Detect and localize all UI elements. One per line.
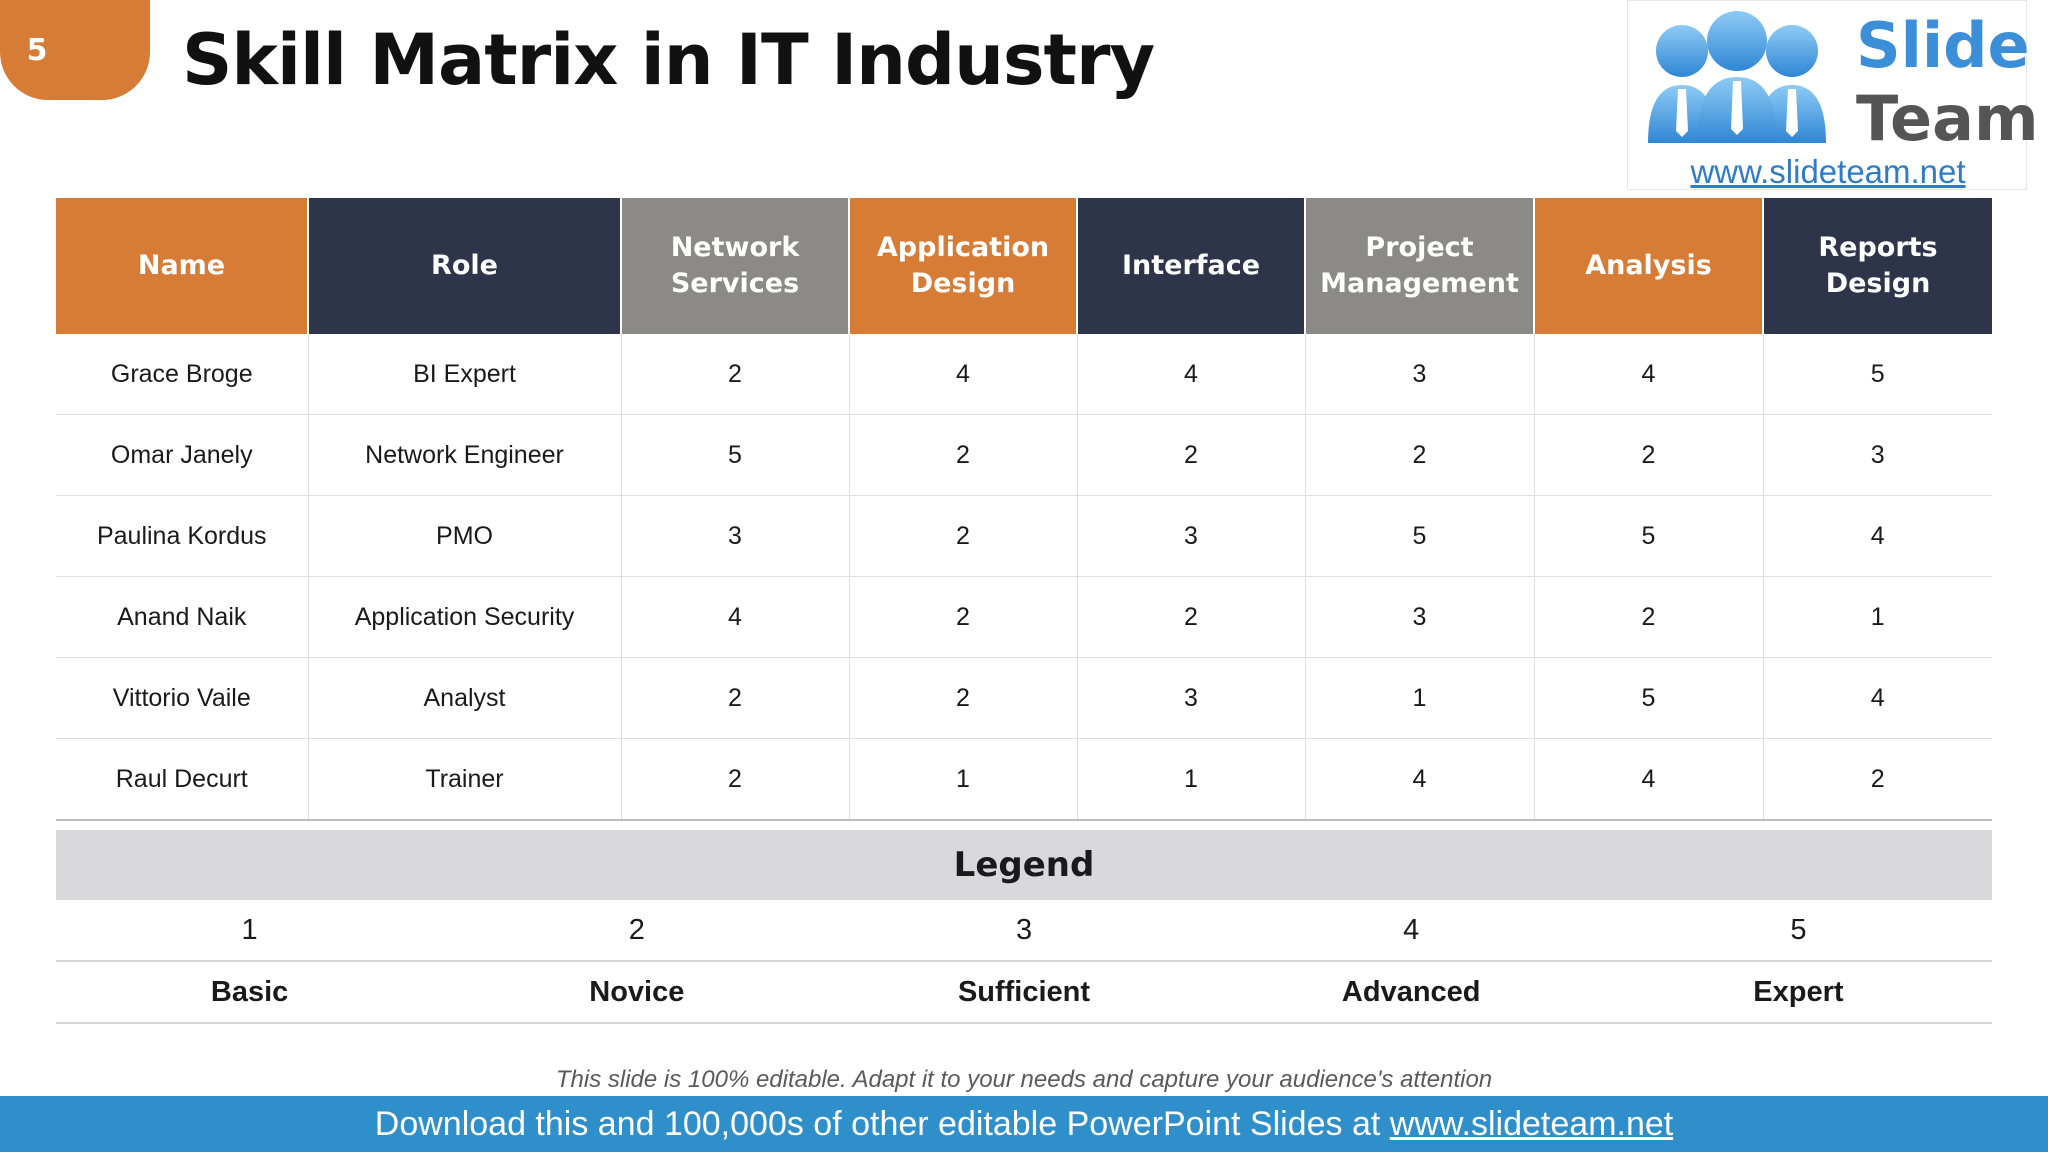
cell-network-services: 2: [621, 334, 850, 415]
legend-value: 4: [1403, 914, 1420, 946]
cell-name: Raul Decurt: [56, 738, 309, 821]
cell-application-design: 2: [849, 495, 1078, 577]
cell-name: Paulina Kordus: [56, 495, 309, 577]
logo-word-team: Team: [1856, 82, 2039, 155]
cell-application-design: 1: [849, 738, 1078, 821]
cell-role: Analyst: [308, 657, 622, 739]
table-row: Anand Naik Application Security 4 2 2 3 …: [56, 576, 1992, 658]
cell-interface: 1: [1077, 738, 1306, 821]
cell-application-design: 2: [849, 657, 1078, 739]
table-row: Omar Janely Network Engineer 5 2 2 2 2 3: [56, 414, 1992, 496]
table-row: Grace Broge BI Expert 2 4 4 3 4 5: [56, 334, 1992, 415]
cell-reports-design: 1: [1763, 576, 1992, 658]
cell-reports-design: 4: [1763, 495, 1992, 577]
slide-title: Skill Matrix in IT Industry: [182, 19, 1155, 101]
table-row: Raul Decurt Trainer 2 1 1 4 4 2: [56, 738, 1992, 821]
skill-matrix-table: Name Role Network Services Application D…: [56, 198, 1992, 821]
cell-reports-design: 4: [1763, 657, 1992, 739]
logo-url-link[interactable]: www.slideteam.net: [1690, 153, 1966, 190]
slideteam-logo[interactable]: Slide Team www.slideteam.net: [1627, 0, 2039, 190]
cell-network-services: 3: [621, 495, 850, 577]
header-project-management: Project Management: [1305, 198, 1535, 334]
cell-project-management: 4: [1305, 738, 1535, 821]
cell-analysis: 2: [1534, 414, 1764, 496]
slide-number-badge: 5: [0, 0, 150, 100]
header-reports-design: Reports Design: [1763, 198, 1992, 334]
legend-label: Advanced: [1341, 976, 1481, 1008]
header-name: Name: [56, 198, 309, 334]
cell-role: Application Security: [308, 576, 622, 658]
editable-footnote: This slide is 100% editable. Adapt it to…: [555, 1066, 1493, 1093]
cell-name: Omar Janely: [56, 414, 309, 496]
cell-analysis: 4: [1534, 334, 1764, 415]
logo-word-slide: Slide: [1856, 9, 2030, 82]
legend-labels-row: Basic Novice Sufficient Advanced Expert: [56, 962, 1992, 1024]
legend-value: 5: [1790, 914, 1807, 946]
cell-interface: 2: [1077, 576, 1306, 658]
legend-title: Legend: [56, 830, 1992, 900]
cell-role: Trainer: [308, 738, 622, 821]
cell-analysis: 2: [1534, 576, 1764, 658]
header-analysis: Analysis: [1534, 198, 1764, 334]
cell-project-management: 2: [1305, 414, 1535, 496]
cell-network-services: 2: [621, 738, 850, 821]
cell-network-services: 5: [621, 414, 850, 496]
slide-number: 5: [26, 32, 48, 68]
header-network-services: Network Services: [621, 198, 850, 334]
cell-project-management: 1: [1305, 657, 1535, 739]
table-header-row: Name Role Network Services Application D…: [56, 198, 1992, 334]
cell-network-services: 2: [621, 657, 850, 739]
cell-interface: 3: [1077, 657, 1306, 739]
cell-application-design: 2: [849, 576, 1078, 658]
cell-interface: 3: [1077, 495, 1306, 577]
cell-analysis: 4: [1534, 738, 1764, 821]
legend-value: 2: [628, 914, 645, 946]
cell-name: Grace Broge: [56, 334, 309, 415]
cell-network-services: 4: [621, 576, 850, 658]
legend-label: Sufficient: [957, 976, 1091, 1008]
cell-analysis: 5: [1534, 495, 1764, 577]
legend-values-row: 1 2 3 4 5: [56, 900, 1992, 962]
footer-link[interactable]: www.slideteam.net: [1389, 1105, 1674, 1143]
legend-label: Basic: [210, 976, 289, 1008]
cell-reports-design: 2: [1763, 738, 1992, 821]
cell-name: Anand Naik: [56, 576, 309, 658]
cell-role: Network Engineer: [308, 414, 622, 496]
download-footer-bar: Download this and 100,000s of other edit…: [0, 1096, 2048, 1152]
cell-interface: 4: [1077, 334, 1306, 415]
legend-value: 3: [1015, 914, 1033, 946]
cell-reports-design: 3: [1763, 414, 1992, 496]
cell-role: PMO: [308, 495, 622, 577]
legend-value: 1: [241, 914, 258, 946]
header-application-design: Application Design: [849, 198, 1078, 334]
cell-analysis: 5: [1534, 657, 1764, 739]
legend-label: Expert: [1753, 976, 1844, 1008]
cell-reports-design: 5: [1763, 334, 1992, 415]
cell-project-management: 5: [1305, 495, 1535, 577]
cell-application-design: 4: [849, 334, 1078, 415]
legend: Legend 1 2 3 4 5 Basic Novice Sufficient…: [56, 830, 1992, 1024]
footer-text: Download this and 100,000s of other edit…: [374, 1105, 1390, 1143]
header-role: Role: [308, 198, 622, 334]
cell-project-management: 3: [1305, 334, 1535, 415]
header-interface: Interface: [1077, 198, 1306, 334]
cell-name: Vittorio Vaile: [56, 657, 309, 739]
table-row: Paulina Kordus PMO 3 2 3 5 5 4: [56, 495, 1992, 577]
people-icon: [1648, 11, 1826, 143]
cell-project-management: 3: [1305, 576, 1535, 658]
legend-label: Novice: [589, 976, 685, 1008]
table-row: Vittorio Vaile Analyst 2 2 3 1 5 4: [56, 657, 1992, 739]
cell-role: BI Expert: [308, 334, 622, 415]
cell-application-design: 2: [849, 414, 1078, 496]
cell-interface: 2: [1077, 414, 1306, 496]
